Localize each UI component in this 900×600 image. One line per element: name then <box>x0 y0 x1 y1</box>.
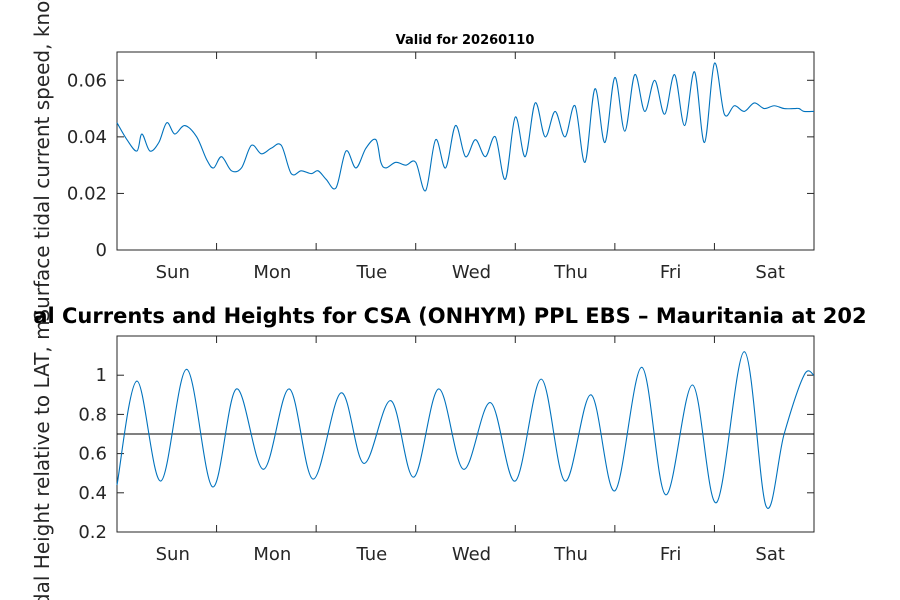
tidal-height-x-tick-label-mon: Mon <box>253 544 291 565</box>
tidal-height-x-tick-label-wed: Wed <box>452 544 491 565</box>
current-speed-title: Valid for 20260110 <box>396 33 535 48</box>
current-speed-axes: 0 0.02 0.04 0.06 Sun Mon Tue Wed Thu Fri Sat Vali… <box>30 0 815 322</box>
tidal-height-y-ticks: 0.2 0.4 0.6 0.8 1 <box>78 365 814 543</box>
current-speed-x-tick-label-wed: Wed <box>452 262 491 283</box>
tidal-height-y-tick-label: 0.8 <box>78 404 107 425</box>
current-speed-x-tick-label-sat: Sat <box>755 262 785 283</box>
tidal-height-x-ticks: Sun Mon Tue Wed Thu Fri Sat <box>116 336 815 565</box>
current-speed-x-ticks: Sun Mon Tue Wed Thu Fri Sat <box>116 52 815 283</box>
current-speed-y-tick-label: 0 <box>96 240 107 261</box>
current-speed-x-tick-label-fri: Fri <box>660 262 681 283</box>
current-speed-y-axis-label: Surface tidal current speed, knots <box>30 0 54 322</box>
current-speed-x-tick-label-mon: Mon <box>253 262 291 283</box>
tidal-height-y-tick-label: 1 <box>96 365 107 386</box>
current-speed-y-tick-label: 0.06 <box>67 70 107 91</box>
current-speed-x-tick-label-thu: Thu <box>553 262 588 283</box>
current-speed-series-line <box>116 62 815 192</box>
tidal-height-x-tick-label-thu: Thu <box>553 544 588 565</box>
tidal-height-series-line <box>116 351 815 509</box>
tidal-height-axes: 0.2 0.4 0.6 0.8 1 Sun Mon Tue Wed Thu Fri Sat al C… <box>30 304 867 600</box>
current-speed-x-tick-label-tue: Tue <box>356 262 388 283</box>
tidal-height-x-tick-label-fri: Fri <box>660 544 681 565</box>
tidal-height-x-tick-label-tue: Tue <box>356 544 388 565</box>
tidal-height-x-tick-label-sun: Sun <box>156 544 190 565</box>
tidal-height-y-tick-label: 0.2 <box>78 522 107 543</box>
current-speed-plot-box <box>116 51 815 251</box>
current-speed-x-tick-label-sun: Sun <box>156 262 190 283</box>
tidal-height-x-tick-label-sat: Sat <box>755 544 785 565</box>
tidal-height-y-axis-label: idal Height relative to LAT, m <box>30 320 54 600</box>
current-speed-y-tick-label: 0.04 <box>67 127 107 148</box>
figure-main-title: al Currents and Heights for CSA (ONHYM) … <box>33 304 866 328</box>
current-speed-y-ticks: 0 0.02 0.04 0.06 <box>67 70 814 261</box>
current-speed-y-tick-label: 0.02 <box>67 183 107 204</box>
tidal-height-y-tick-label: 0.4 <box>78 483 107 504</box>
tidal-height-y-tick-label: 0.6 <box>78 444 107 465</box>
